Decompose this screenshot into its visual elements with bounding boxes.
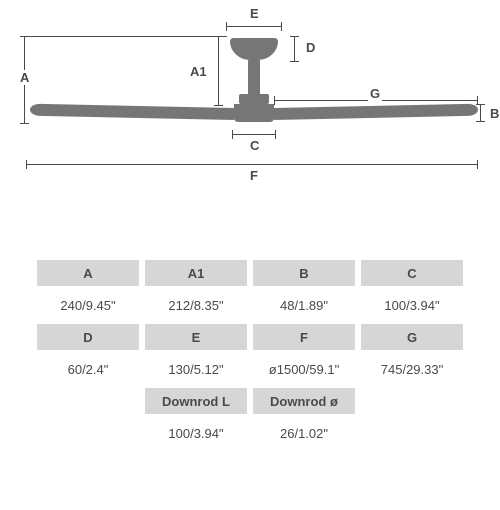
spec-val: 100/3.94" — [361, 292, 463, 318]
label-g: G — [368, 86, 382, 101]
spec-row-3-head: Downrod L Downrod ø — [145, 388, 355, 414]
spec-table: A A1 B C 240/9.45" 212/8.35" 48/1.89" 10… — [0, 260, 500, 446]
spec-val: 26/1.02" — [253, 420, 355, 446]
label-a1: A1 — [188, 64, 209, 79]
spec-head: F — [253, 324, 355, 350]
spec-head: B — [253, 260, 355, 286]
spec-head: C — [361, 260, 463, 286]
spec-head: E — [145, 324, 247, 350]
spec-val: 212/8.35" — [145, 292, 247, 318]
dim-e — [226, 22, 282, 32]
spec-row-3-val: 100/3.94" 26/1.02" — [145, 420, 355, 446]
label-b: B — [488, 106, 500, 121]
spec-val: 240/9.45" — [37, 292, 139, 318]
fan-blade-right — [274, 104, 478, 120]
spec-row-1-val: 240/9.45" 212/8.35" 48/1.89" 100/3.94" — [37, 292, 463, 318]
label-d: D — [304, 40, 317, 55]
dim-a1 — [214, 36, 224, 106]
dim-d — [290, 36, 300, 62]
label-c: C — [248, 138, 261, 153]
spec-val: 100/3.94" — [145, 420, 247, 446]
spec-val: 60/2.4" — [37, 356, 139, 382]
spec-head: A — [37, 260, 139, 286]
label-a: A — [18, 70, 31, 85]
spec-row-1-head: A A1 B C — [37, 260, 463, 286]
label-e: E — [248, 6, 261, 21]
dim-b — [476, 104, 486, 122]
fan-motor-collar — [239, 94, 269, 104]
fan-motor — [234, 104, 274, 122]
fan-diagram: E D A1 A G — [20, 10, 480, 190]
spec-val: 130/5.12" — [145, 356, 247, 382]
spec-head: A1 — [145, 260, 247, 286]
fan-blade-left — [30, 104, 234, 120]
fan-downrod — [248, 60, 260, 94]
spec-head: D — [37, 324, 139, 350]
page: E D A1 A G — [0, 10, 500, 510]
label-f: F — [248, 168, 260, 183]
spec-val: ø1500/59.1" — [253, 356, 355, 382]
spec-head: Downrod L — [145, 388, 247, 414]
spec-val: 48/1.89" — [253, 292, 355, 318]
spec-head: G — [361, 324, 463, 350]
spec-val: 745/29.33" — [361, 356, 463, 382]
spec-row-2-val: 60/2.4" 130/5.12" ø1500/59.1" 745/29.33" — [37, 356, 463, 382]
fan-canopy — [230, 38, 278, 60]
spec-head: Downrod ø — [253, 388, 355, 414]
ext-top — [25, 36, 227, 37]
spec-row-2-head: D E F G — [37, 324, 463, 350]
